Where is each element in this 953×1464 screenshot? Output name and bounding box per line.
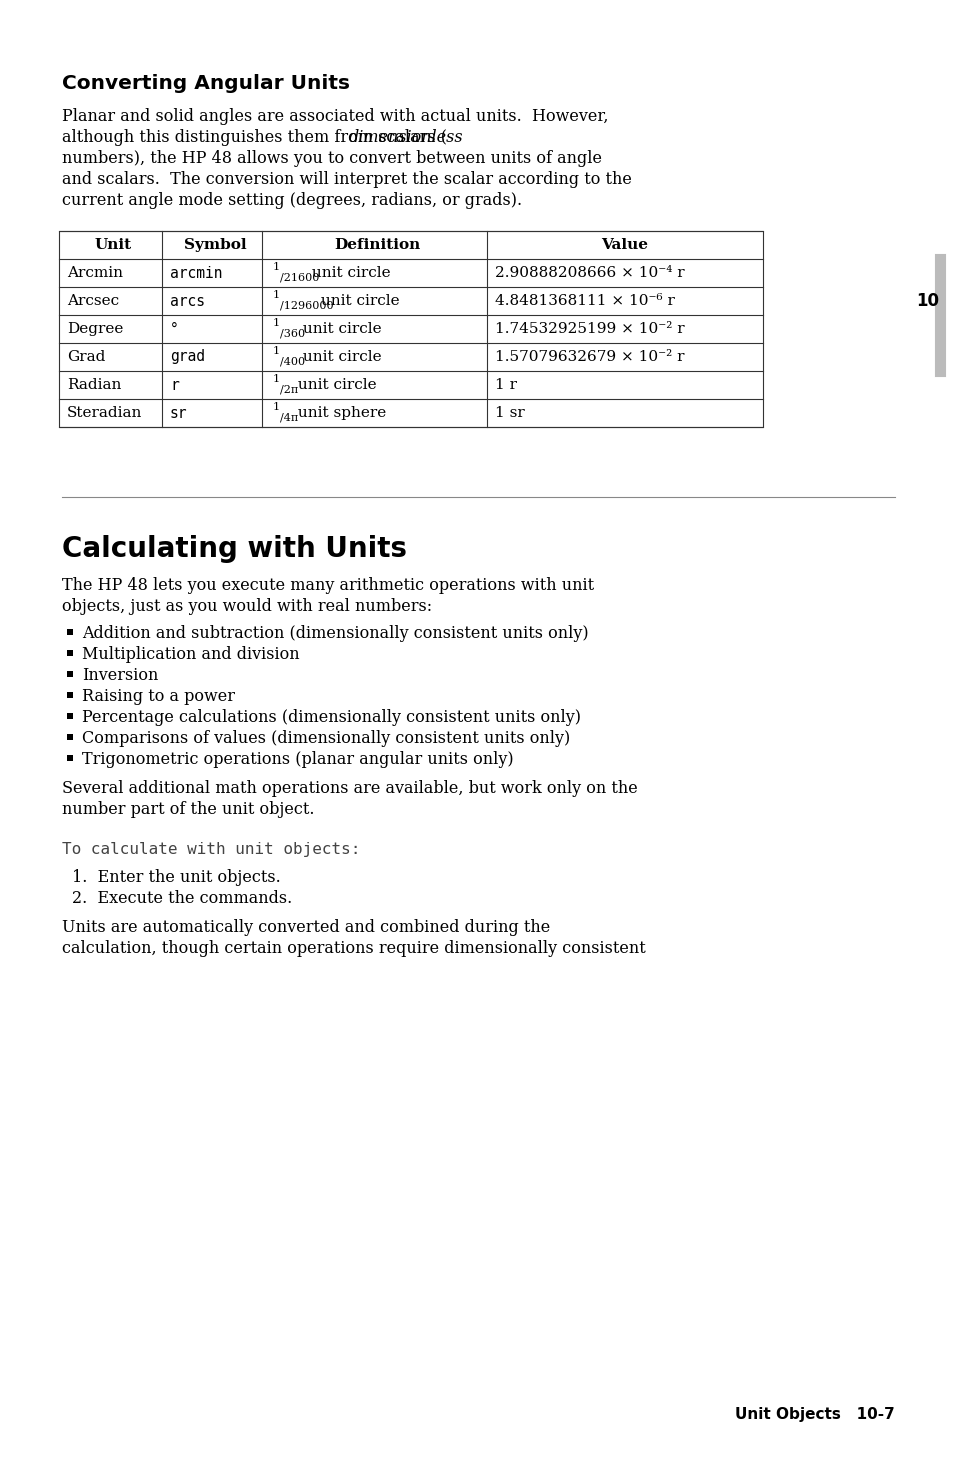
- Text: /2π: /2π: [280, 384, 298, 394]
- Text: Unit: Unit: [95, 239, 132, 252]
- Text: Raising to a power: Raising to a power: [82, 688, 234, 706]
- Text: Trigonometric operations (planar angular units only): Trigonometric operations (planar angular…: [82, 751, 513, 769]
- Text: 1.  Enter the unit objects.: 1. Enter the unit objects.: [71, 870, 280, 886]
- Text: Value: Value: [601, 239, 648, 252]
- Text: 10: 10: [916, 291, 939, 310]
- Text: numbers), the HP 48 allows you to convert between units of angle: numbers), the HP 48 allows you to conver…: [62, 149, 601, 167]
- Text: 1: 1: [273, 373, 280, 384]
- Text: Inversion: Inversion: [82, 668, 158, 684]
- Text: r: r: [170, 378, 178, 392]
- Text: The HP 48 lets you execute many arithmetic operations with unit: The HP 48 lets you execute many arithmet…: [62, 577, 594, 594]
- Text: Degree: Degree: [67, 322, 123, 337]
- Text: Percentage calculations (dimensionally consistent units only): Percentage calculations (dimensionally c…: [82, 709, 580, 726]
- Text: Definition: Definition: [334, 239, 420, 252]
- Text: 1: 1: [273, 403, 280, 411]
- Text: /1296000: /1296000: [280, 300, 334, 310]
- Text: /400: /400: [280, 356, 305, 366]
- Text: calculation, though certain operations require dimensionally consistent: calculation, though certain operations r…: [62, 940, 645, 957]
- Text: °: °: [170, 322, 178, 337]
- Text: unit circle: unit circle: [315, 294, 399, 307]
- Text: 1.74532925199 × 10⁻² r: 1.74532925199 × 10⁻² r: [495, 322, 684, 337]
- Text: unit circle: unit circle: [307, 266, 390, 280]
- Text: Radian: Radian: [67, 378, 121, 392]
- Text: 1: 1: [273, 318, 280, 328]
- Text: Comparisons of values (dimensionally consistent units only): Comparisons of values (dimensionally con…: [82, 731, 570, 747]
- Text: 4.8481368111 × 10⁻⁶ r: 4.8481368111 × 10⁻⁶ r: [495, 294, 674, 307]
- Text: unit circle: unit circle: [294, 378, 376, 392]
- Text: /360: /360: [280, 328, 305, 338]
- Text: Symbol: Symbol: [184, 239, 246, 252]
- Text: Unit Objects   10-7: Unit Objects 10-7: [735, 1407, 894, 1422]
- Text: Calculating with Units: Calculating with Units: [62, 534, 407, 564]
- Text: Converting Angular Units: Converting Angular Units: [62, 75, 350, 94]
- Text: Grad: Grad: [67, 350, 105, 365]
- Text: 1 r: 1 r: [495, 378, 517, 392]
- Text: sr: sr: [170, 406, 188, 420]
- Text: and scalars.  The conversion will interpret the scalar according to the: and scalars. The conversion will interpr…: [62, 171, 631, 187]
- Text: dimensionless: dimensionless: [349, 129, 463, 146]
- Text: Units are automatically converted and combined during the: Units are automatically converted and co…: [62, 919, 550, 935]
- Text: 1: 1: [273, 262, 280, 272]
- Text: 1: 1: [273, 290, 280, 300]
- Text: Multiplication and division: Multiplication and division: [82, 646, 299, 663]
- Text: /4π: /4π: [280, 411, 298, 422]
- Text: unit circle: unit circle: [297, 322, 381, 337]
- Text: Several additional math operations are available, but work only on the: Several additional math operations are a…: [62, 780, 638, 796]
- Text: unit circle: unit circle: [297, 350, 381, 365]
- Text: 2.90888208666 × 10⁻⁴ r: 2.90888208666 × 10⁻⁴ r: [495, 266, 684, 280]
- Text: /21600: /21600: [280, 272, 319, 283]
- Text: 1.57079632679 × 10⁻² r: 1.57079632679 × 10⁻² r: [495, 350, 684, 365]
- Text: objects, just as you would with real numbers:: objects, just as you would with real num…: [62, 597, 432, 615]
- Bar: [59, 231, 762, 427]
- Text: Arcsec: Arcsec: [67, 294, 119, 307]
- Text: number part of the unit object.: number part of the unit object.: [62, 801, 314, 818]
- Text: Steradian: Steradian: [67, 406, 142, 420]
- Text: current angle mode setting (degrees, radians, or grads).: current angle mode setting (degrees, rad…: [62, 192, 521, 209]
- Text: To calculate with unit objects:: To calculate with unit objects:: [62, 842, 360, 856]
- Text: arcs: arcs: [170, 293, 205, 309]
- Text: 1: 1: [273, 346, 280, 356]
- Text: Addition and subtraction (dimensionally consistent units only): Addition and subtraction (dimensionally …: [82, 625, 588, 643]
- Text: Arcmin: Arcmin: [67, 266, 123, 280]
- Text: grad: grad: [170, 350, 205, 365]
- Text: arcmin: arcmin: [170, 265, 222, 281]
- Text: although this distinguishes them from scalars (: although this distinguishes them from sc…: [62, 129, 447, 146]
- Text: 2.  Execute the commands.: 2. Execute the commands.: [71, 890, 292, 908]
- Text: Planar and solid angles are associated with actual units.  However,: Planar and solid angles are associated w…: [62, 108, 608, 124]
- Text: 1 sr: 1 sr: [495, 406, 524, 420]
- Text: unit sphere: unit sphere: [294, 406, 386, 420]
